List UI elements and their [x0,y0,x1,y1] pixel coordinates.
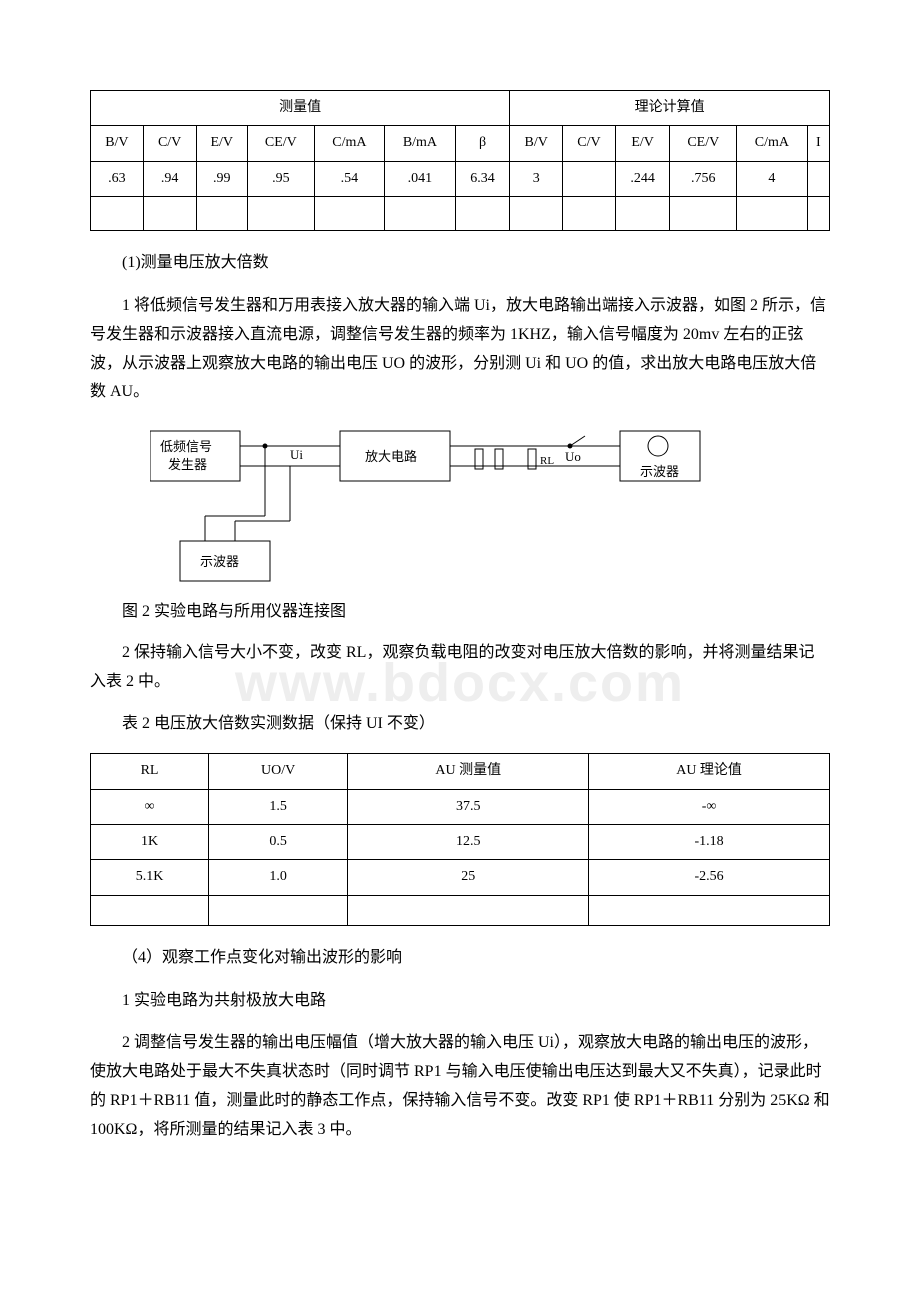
svg-text:放大电路: 放大电路 [365,449,417,464]
v: .94 [143,161,196,196]
c: I [807,126,829,161]
c: B/mA [385,126,456,161]
svg-text:低频信号: 低频信号 [160,439,212,454]
td: 1.0 [209,860,348,895]
block-diagram: 低频信号 发生器 Ui 放大电路 RL Uo 示波器 示波器 [150,421,830,591]
td: -1.18 [589,824,830,859]
td: 12.5 [348,824,589,859]
svg-text:Ui: Ui [290,447,303,462]
para-7: 2 调整信号发生器的输出电压幅值（增大放大器的输入电压 Ui），观察放大电路的输… [90,1029,830,1144]
svg-text:Uo: Uo [565,449,581,464]
td: 37.5 [348,789,589,824]
svg-text:示波器: 示波器 [200,554,239,569]
para-2: 1 将低频信号发生器和万用表接入放大器的输入端 Ui，放大电路输出端接入示波器，… [90,292,830,407]
v: .99 [196,161,247,196]
th: AU 理论值 [589,754,830,789]
svg-text:示波器: 示波器 [640,464,679,479]
table-voltage-gain: RL UO/V AU 测量值 AU 理论值 ∞ 1.5 37.5 -∞ 1K 0… [90,753,830,926]
v: .756 [670,161,737,196]
v: .041 [385,161,456,196]
th: UO/V [209,754,348,789]
td: 1.5 [209,789,348,824]
c: E/V [615,126,670,161]
c: β [455,126,510,161]
svg-text:发生器: 发生器 [168,457,207,472]
c: B/V [510,126,563,161]
c: C/mA [737,126,808,161]
th-measured: 测量值 [91,91,510,126]
td: 0.5 [209,824,348,859]
td [209,895,348,925]
td: 5.1K [91,860,209,895]
v: .54 [314,161,385,196]
td [348,895,589,925]
th: AU 测量值 [348,754,589,789]
c: E/V [196,126,247,161]
c: B/V [91,126,144,161]
td: 1K [91,824,209,859]
v: .244 [615,161,670,196]
c: C/mA [314,126,385,161]
para-3: 2 保持输入信号大小不变，改变 RL，观察负载电阻的改变对电压放大倍数的影响，并… [90,639,830,697]
td [589,895,830,925]
v: 4 [737,161,808,196]
td: ∞ [91,789,209,824]
v: 3 [510,161,563,196]
v [807,161,829,196]
td [91,895,209,925]
c: CE/V [670,126,737,161]
v [563,161,616,196]
c: CE/V [247,126,314,161]
table-measurements: 测量值 理论计算值 B/V C/V E/V CE/V C/mA B/mA β B… [90,90,830,231]
td: -∞ [589,789,830,824]
v: 6.34 [455,161,510,196]
c: C/V [143,126,196,161]
th-theory: 理论计算值 [510,91,830,126]
para-5: （4）观察工作点变化对输出波形的影响 [90,944,830,973]
table2-caption: 表 2 电压放大倍数实测数据（保持 UI 不变） [90,710,830,739]
v: .63 [91,161,144,196]
svg-text:RL: RL [540,455,554,467]
figure-caption: 图 2 实验电路与所用仪器连接图 [90,599,830,625]
c: C/V [563,126,616,161]
td: -2.56 [589,860,830,895]
th: RL [91,754,209,789]
v: .95 [247,161,314,196]
para-6: 1 实验电路为共射极放大电路 [90,987,830,1016]
para-1: (1)测量电压放大倍数 [90,249,830,278]
td: 25 [348,860,589,895]
page-content: 测量值 理论计算值 B/V C/V E/V CE/V C/mA B/mA β B… [90,90,830,1144]
